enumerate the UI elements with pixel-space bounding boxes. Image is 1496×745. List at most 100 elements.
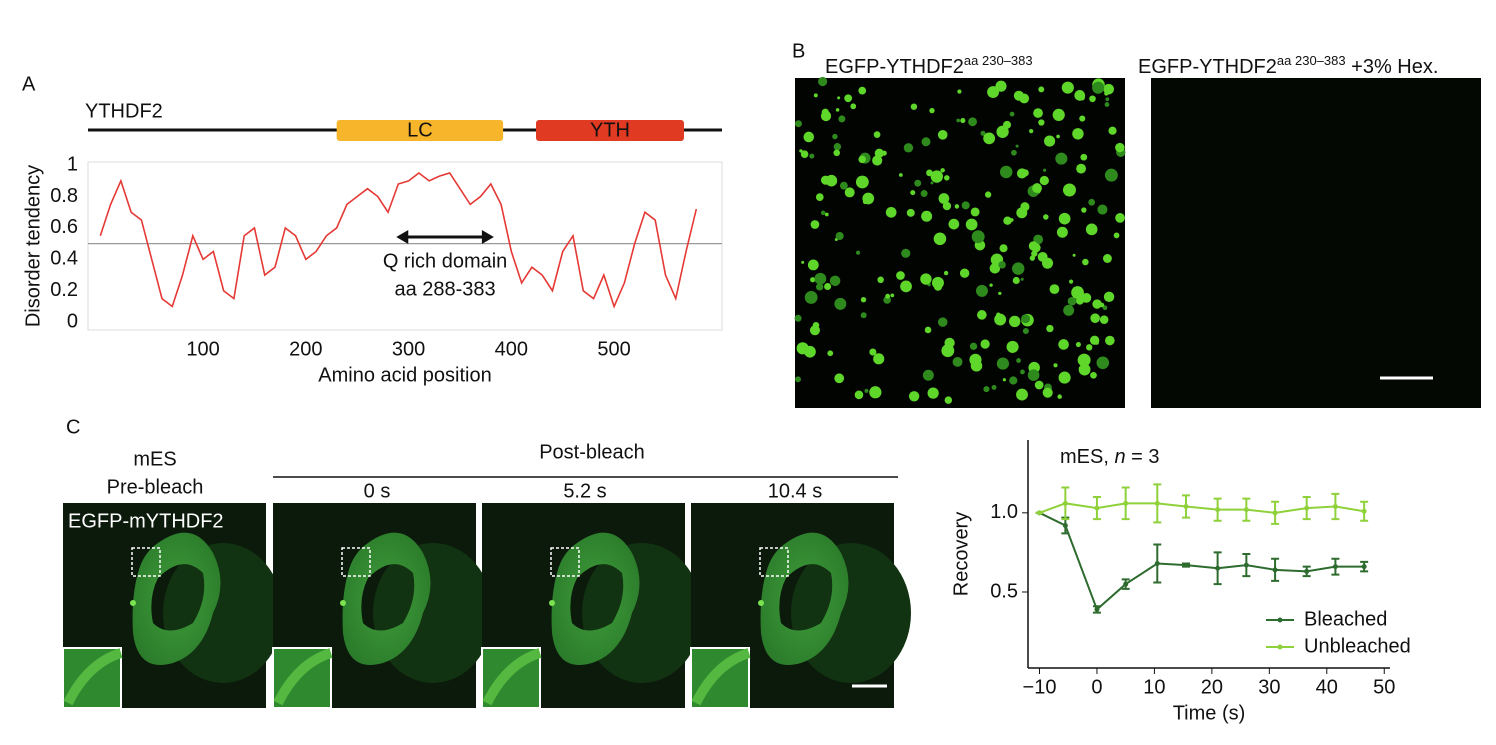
label: EGFP-YTHDF2	[1138, 56, 1277, 78]
droplet	[969, 353, 982, 366]
x-tick-label: 300	[392, 338, 425, 360]
droplet	[835, 232, 844, 241]
droplet	[1099, 302, 1105, 308]
droplet	[968, 117, 977, 127]
x-tick-label: 0	[1091, 676, 1102, 698]
roi	[759, 547, 789, 577]
droplet	[1081, 292, 1092, 303]
droplet	[835, 108, 840, 112]
droplet	[1038, 119, 1045, 126]
series-line	[1039, 511, 1365, 612]
domain	[536, 120, 684, 141]
image-title: EGFP-YTHDF2aa 230–383 +3% Hex.	[1138, 53, 1438, 78]
droplet	[938, 193, 950, 204]
droplet	[1013, 90, 1024, 101]
droplet	[980, 339, 990, 349]
droplet	[1088, 198, 1096, 206]
droplet	[1011, 149, 1017, 156]
droplet	[873, 353, 885, 365]
droplet	[1056, 134, 1060, 139]
droplet	[1086, 344, 1093, 351]
droplet	[1020, 202, 1030, 212]
x-tick-label: 100	[186, 338, 219, 360]
title: mES,	[1060, 446, 1114, 468]
droplet	[1090, 313, 1100, 323]
droplet	[1076, 163, 1087, 174]
droplet	[954, 204, 960, 209]
droplet	[996, 357, 1009, 370]
droplet	[952, 356, 963, 367]
droplet	[927, 387, 939, 399]
droplet	[1096, 356, 1110, 370]
droplet	[1069, 279, 1074, 284]
droplet	[815, 193, 824, 202]
point	[1183, 504, 1189, 509]
point	[1304, 568, 1310, 574]
micrograph	[1151, 78, 1481, 408]
droplet	[803, 131, 815, 143]
droplet	[980, 130, 986, 136]
droplet	[1081, 207, 1087, 213]
droplet	[1052, 108, 1065, 122]
y-tick-label: 0.8	[50, 185, 78, 207]
droplet	[1053, 363, 1058, 368]
superscript: aa 230–383	[964, 53, 1033, 68]
time-label: 10.4 s	[768, 480, 822, 502]
point	[1215, 565, 1221, 571]
droplet	[833, 143, 842, 151]
droplet	[1115, 213, 1125, 223]
point	[1062, 523, 1068, 528]
point	[1154, 561, 1160, 566]
image-title: EGFP-YTHDF2aa 230–383	[825, 53, 1033, 78]
droplet	[1049, 284, 1060, 295]
droplet	[1089, 335, 1100, 345]
droplet	[948, 218, 960, 230]
droplet	[1104, 91, 1109, 96]
droplet	[1021, 314, 1031, 324]
droplet	[885, 206, 897, 218]
x-tick-label: 30	[1258, 676, 1280, 698]
droplet	[991, 384, 997, 390]
droplet	[977, 310, 987, 320]
droplet	[1079, 115, 1086, 122]
droplet	[943, 270, 949, 276]
droplet	[987, 86, 1000, 99]
droplet	[940, 168, 945, 173]
chart-title: mES, n = 3	[1060, 446, 1160, 468]
droplet	[1067, 296, 1077, 306]
droplet	[1079, 94, 1085, 101]
droplet	[931, 276, 944, 289]
droplet	[834, 297, 847, 310]
droplet	[933, 232, 947, 246]
droplet	[1033, 108, 1043, 118]
droplet	[910, 190, 916, 196]
droplet	[804, 291, 818, 304]
droplet	[810, 277, 816, 283]
droplet	[984, 191, 992, 198]
droplet	[1056, 226, 1068, 238]
x-tick-label: −10	[1023, 676, 1057, 698]
point	[1062, 500, 1068, 506]
droplet	[901, 248, 911, 258]
time-label: 0 s	[364, 480, 391, 502]
y-tick-label: 0	[67, 310, 78, 332]
droplet	[837, 96, 841, 100]
droplet	[999, 244, 1008, 253]
droplet	[1072, 128, 1084, 140]
legend-label: Bleached	[1304, 608, 1387, 630]
domain	[336, 120, 504, 141]
droplet	[929, 107, 935, 114]
frame	[482, 503, 702, 708]
legend-label: Unbleached	[1304, 635, 1411, 657]
droplet	[1009, 111, 1015, 117]
droplet	[926, 169, 933, 177]
y-axis-label: Recovery	[950, 512, 972, 596]
point	[1094, 505, 1100, 511]
droplet	[1003, 216, 1012, 225]
domain-label: LC	[407, 119, 433, 141]
suffix: +3% Hex.	[1346, 56, 1439, 78]
series-line	[1039, 502, 1365, 514]
droplet	[1043, 168, 1047, 172]
droplet	[827, 350, 834, 357]
droplet	[864, 388, 869, 393]
